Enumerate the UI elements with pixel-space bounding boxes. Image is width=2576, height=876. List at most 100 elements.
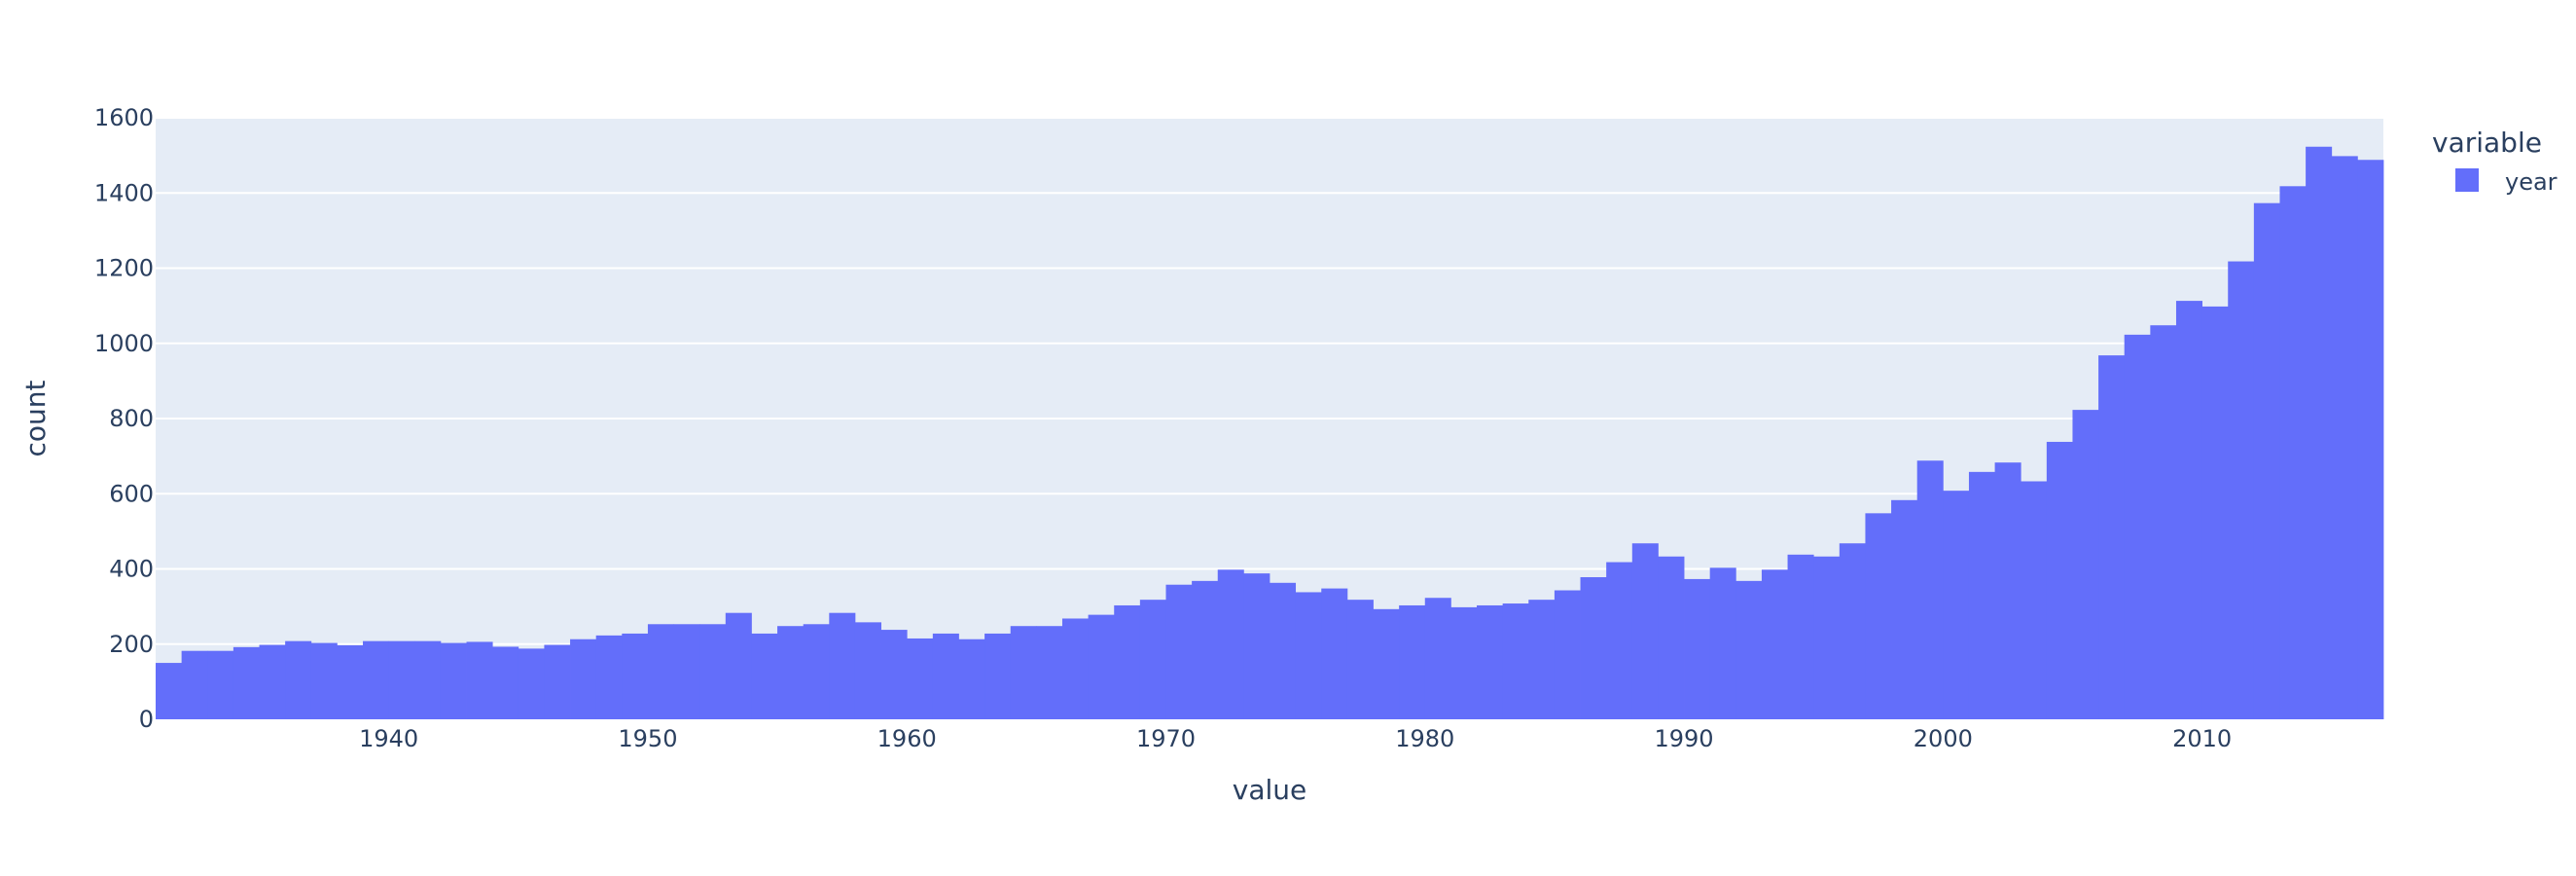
bar-1996[interactable] (1839, 543, 1866, 719)
grid-lines (156, 117, 2383, 645)
bar-1935[interactable] (259, 644, 286, 719)
bar-1949[interactable] (622, 633, 649, 719)
bar-2016[interactable] (2357, 160, 2384, 719)
bar-1965[interactable] (1036, 626, 1063, 719)
x-tick-label: 1970 (1136, 725, 1196, 752)
bar-2006[interactable] (2098, 355, 2126, 719)
bar-1997[interactable] (1865, 513, 1892, 719)
bar-1998[interactable] (1891, 499, 1918, 719)
bar-1992[interactable] (1735, 580, 1763, 719)
bar-1939[interactable] (363, 640, 390, 719)
legend-label: year (2505, 168, 2558, 196)
bar-1988[interactable] (1631, 543, 1659, 719)
legend-title: variable (2432, 127, 2542, 159)
legend-item-year[interactable]: year (2455, 168, 2558, 196)
bar-2000[interactable] (1943, 491, 1970, 719)
bar-2005[interactable] (2072, 410, 2099, 719)
bar-1931[interactable] (156, 663, 183, 719)
bar-1973[interactable] (1243, 573, 1270, 719)
bar-1991[interactable] (1709, 567, 1736, 719)
bars[interactable] (156, 146, 2384, 720)
bar-1969[interactable] (1139, 600, 1166, 719)
bar-1951[interactable] (673, 624, 700, 719)
bar-2012[interactable] (2253, 202, 2280, 719)
bar-1967[interactable] (1088, 614, 1115, 719)
y-tick-label: 1600 (94, 104, 154, 131)
bar-1959[interactable] (880, 630, 908, 719)
bar-2004[interactable] (2046, 441, 2073, 719)
bar-1958[interactable] (854, 622, 881, 719)
bar-1947[interactable] (570, 639, 597, 719)
bar-1981[interactable] (1450, 606, 1478, 719)
bar-2014[interactable] (2306, 146, 2333, 719)
bar-2015[interactable] (2331, 156, 2358, 719)
bar-1999[interactable] (1916, 460, 1944, 719)
legend[interactable]: variable year (2432, 127, 2558, 196)
bar-1948[interactable] (595, 635, 623, 719)
bar-1994[interactable] (1787, 554, 1814, 719)
bar-1978[interactable] (1373, 608, 1400, 719)
bar-2002[interactable] (1994, 462, 2021, 719)
bar-1933[interactable] (207, 650, 234, 719)
bar-1962[interactable] (958, 639, 985, 719)
bar-1993[interactable] (1761, 569, 1788, 719)
bar-1974[interactable] (1270, 582, 1297, 719)
bar-1968[interactable] (1114, 604, 1141, 719)
bar-1975[interactable] (1295, 592, 1322, 719)
bar-1936[interactable] (285, 640, 312, 719)
bar-1938[interactable] (337, 644, 364, 719)
bar-1972[interactable] (1217, 569, 1244, 719)
bar-1970[interactable] (1165, 584, 1193, 719)
bar-1934[interactable] (233, 646, 260, 719)
bar-1956[interactable] (803, 624, 830, 719)
bar-1957[interactable] (829, 612, 856, 719)
bar-1985[interactable] (1554, 590, 1581, 719)
bar-2003[interactable] (2021, 481, 2048, 719)
bar-1964[interactable] (1010, 626, 1037, 719)
bar-1989[interactable] (1658, 556, 1685, 719)
bar-1937[interactable] (310, 642, 338, 719)
bar-2008[interactable] (2150, 325, 2177, 719)
y-tick-label: 600 (109, 480, 154, 507)
bar-2001[interactable] (1968, 471, 1995, 719)
bar-1941[interactable] (414, 640, 442, 719)
bar-1990[interactable] (1684, 578, 1711, 719)
bar-1995[interactable] (1813, 556, 1841, 719)
bar-1943[interactable] (466, 641, 493, 719)
bar-1980[interactable] (1424, 598, 1451, 719)
bar-2013[interactable] (2279, 186, 2307, 720)
bar-1932[interactable] (181, 650, 208, 719)
y-tick-label: 0 (139, 706, 154, 733)
bar-2010[interactable] (2201, 306, 2229, 719)
bar-1952[interactable] (699, 624, 727, 719)
bar-1942[interactable] (440, 642, 467, 719)
bar-1966[interactable] (1061, 618, 1090, 719)
bar-2009[interactable] (2175, 301, 2203, 719)
x-tick-label: 1990 (1655, 725, 1714, 752)
bar-1987[interactable] (1606, 562, 1633, 719)
bar-1971[interactable] (1192, 580, 1219, 719)
y-tick-label: 200 (109, 631, 154, 658)
bar-1955[interactable] (777, 626, 805, 719)
bar-1979[interactable] (1399, 604, 1426, 719)
bar-1961[interactable] (932, 633, 959, 719)
bar-1940[interactable] (388, 640, 415, 719)
bar-1984[interactable] (1528, 600, 1556, 719)
bar-1944[interactable] (492, 646, 519, 719)
bar-1954[interactable] (751, 633, 778, 719)
bar-1982[interactable] (1477, 604, 1504, 719)
bar-2011[interactable] (2228, 261, 2255, 719)
bar-1977[interactable] (1346, 600, 1374, 719)
y-tick-label: 1400 (94, 179, 154, 206)
y-tick-label: 1200 (94, 255, 154, 282)
bar-1946[interactable] (544, 644, 571, 719)
bar-1983[interactable] (1502, 603, 1529, 719)
bar-1976[interactable] (1321, 588, 1348, 719)
bar-1960[interactable] (907, 638, 934, 719)
bar-2007[interactable] (2124, 334, 2151, 719)
bar-1953[interactable] (725, 612, 752, 719)
bar-1945[interactable] (518, 648, 545, 719)
bar-1986[interactable] (1580, 576, 1607, 719)
bar-1950[interactable] (647, 624, 674, 719)
bar-1963[interactable] (984, 633, 1012, 719)
